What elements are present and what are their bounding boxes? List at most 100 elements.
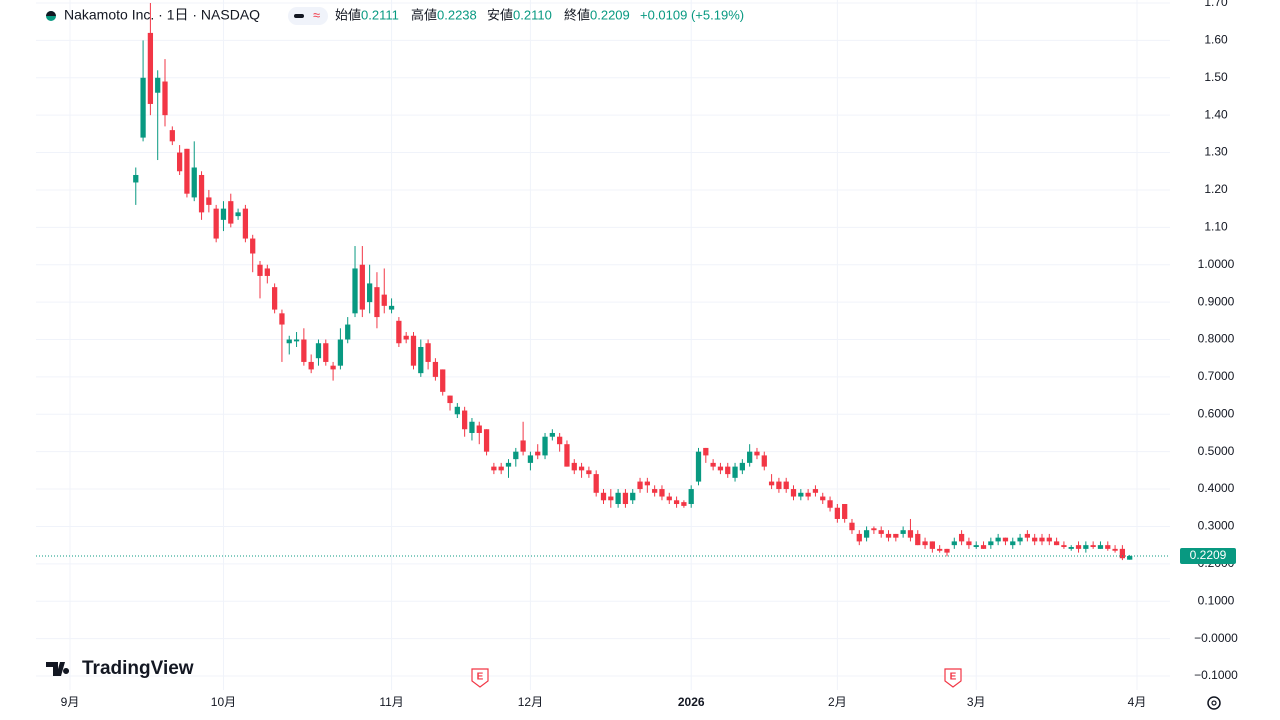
candle-body (513, 451, 519, 460)
indicator-pill[interactable] (288, 7, 328, 25)
y-tick-label: 0.6000 (1198, 406, 1235, 420)
settings-button[interactable] (1207, 696, 1221, 710)
close-value: 0.2209 (590, 7, 630, 22)
candle-body (367, 283, 373, 303)
candle-body (388, 305, 395, 310)
icon: ≈ (313, 7, 320, 22)
candles (133, 3, 1133, 561)
candle-body (286, 339, 292, 344)
grid (36, 0, 1170, 690)
candle-body (988, 541, 994, 546)
candle-body (644, 481, 650, 486)
candle-body (688, 489, 694, 505)
candle-body (761, 455, 767, 467)
candle-body (1119, 548, 1126, 559)
candle-body (1002, 537, 1009, 542)
candle-body (805, 492, 811, 497)
candle-body (198, 174, 205, 213)
candle-body (849, 522, 855, 531)
candle-body (600, 492, 607, 501)
x-tick-label: 2月 (828, 695, 847, 709)
candle-body (666, 496, 672, 501)
open-value: 0.2111 (361, 7, 399, 22)
candle-body (220, 208, 227, 220)
candle-body (549, 432, 555, 437)
candle-body (717, 466, 724, 471)
candle-body (725, 466, 731, 475)
candle-body (315, 343, 322, 359)
watermark-text: TradingView (82, 658, 194, 679)
candle-body (1075, 545, 1082, 549)
y-tick-label: −0.1000 (1194, 668, 1238, 682)
candle-body (462, 410, 468, 430)
candle-body (615, 492, 621, 505)
candle-body (162, 81, 168, 116)
candle-body (359, 264, 365, 310)
candle-body (973, 545, 979, 548)
candle-body (454, 406, 460, 415)
candle-body (783, 481, 789, 490)
candle-body (557, 436, 563, 445)
high-value: 0.2238 (437, 7, 477, 22)
symbol-title[interactable]: Nakamoto Inc. · 1日 · NASDAQ (64, 7, 260, 23)
icon (294, 14, 304, 18)
candle-body (425, 343, 431, 362)
candle-body (652, 489, 658, 493)
event-marker[interactable]: E (471, 668, 489, 688)
candle-body (1046, 537, 1052, 542)
candle-body (768, 481, 775, 486)
candle-body (491, 466, 497, 471)
candle-body (893, 533, 899, 538)
candle-body (242, 208, 249, 239)
y-tick-label: 0.8000 (1198, 332, 1235, 346)
candle-body (915, 533, 921, 546)
candle-body (798, 492, 804, 497)
candle-body (710, 462, 716, 467)
y-tick-label: −0.0000 (1194, 631, 1238, 645)
candle-body (659, 489, 665, 497)
candle-body (1024, 533, 1031, 538)
candle-body (352, 268, 358, 314)
gear-icon (1211, 700, 1217, 706)
y-tick-label: 1.50 (1204, 70, 1228, 84)
candle-body (1068, 547, 1074, 549)
candle-body (1053, 541, 1060, 546)
x-tick-label: 4月 (1128, 695, 1147, 709)
candle-body (213, 208, 219, 239)
candle-body (790, 489, 797, 497)
candle-body (951, 541, 957, 546)
logo-icon (46, 662, 70, 676)
candle-body (754, 451, 760, 456)
candle-body (418, 346, 424, 374)
candle-body (1112, 548, 1118, 551)
candle-body (1017, 537, 1023, 542)
x-tick-label: 9月 (61, 695, 80, 709)
candle-body (834, 507, 840, 519)
candle-body (878, 530, 884, 534)
x-tick-label: 12月 (518, 695, 543, 709)
candle-body (169, 130, 175, 142)
x-tick-label: 3月 (967, 695, 986, 709)
candle-body (1127, 556, 1133, 560)
candle-body (1083, 545, 1089, 549)
y-tick-label: 1.30 (1204, 145, 1228, 159)
close-label: 終値 (564, 7, 590, 22)
candle-body (133, 174, 139, 183)
candle-body (483, 429, 490, 452)
event-label: E (950, 672, 957, 683)
event-marker[interactable]: E (944, 668, 962, 688)
candle-body (593, 474, 599, 493)
candle-body (235, 212, 241, 217)
candle-body (535, 451, 541, 456)
y-tick-label: 1.20 (1204, 182, 1228, 196)
candle-body (703, 447, 709, 456)
y-tick-label: 1.10 (1204, 220, 1228, 234)
candle-body (1090, 545, 1096, 548)
candle-body (155, 77, 161, 93)
y-tick-label: 0.9000 (1198, 294, 1235, 308)
last-price-label: 0.2209 (1190, 548, 1227, 562)
candle-body (403, 335, 409, 340)
candle-body (301, 339, 307, 362)
candle-body (476, 425, 482, 433)
